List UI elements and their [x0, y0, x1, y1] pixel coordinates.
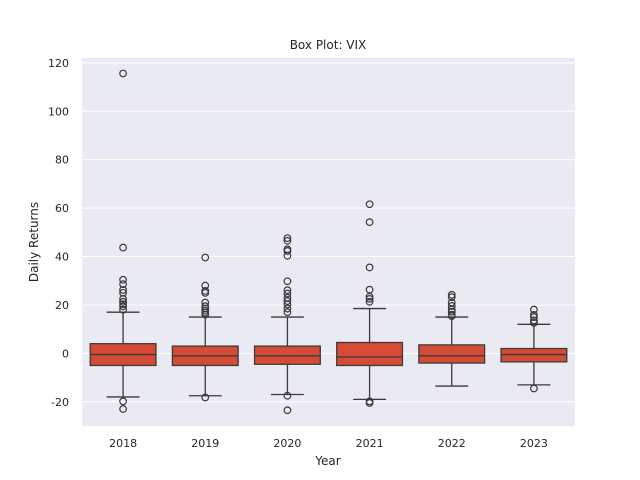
- y-axis-ticks: -20 0 20 40 60 80 100 120: [48, 57, 69, 409]
- outlier-point: [530, 384, 538, 393]
- y-tick-label: 60: [55, 202, 69, 215]
- x-axis-label: Year: [314, 454, 340, 468]
- plot-area: [82, 58, 575, 426]
- y-tick-label: 20: [55, 299, 69, 312]
- outlier-point: [201, 281, 210, 290]
- iqr-box: [418, 344, 486, 364]
- outlier-point: [119, 286, 127, 294]
- outlier-point: [283, 406, 292, 415]
- outlier-point: [283, 236, 292, 245]
- outlier-point: [119, 69, 127, 78]
- outlier-point: [119, 305, 127, 314]
- outlier-point: [447, 302, 456, 310]
- outlier-point: [283, 289, 292, 298]
- outlier-point: [201, 310, 210, 319]
- outlier-point: [530, 316, 538, 325]
- y-tick-label: 80: [55, 154, 69, 167]
- outlier-point: [365, 294, 374, 303]
- box-2019: [171, 253, 239, 402]
- grid-lines: [82, 62, 575, 403]
- outlier-point: [283, 234, 292, 243]
- x-tick-label: 2022: [438, 437, 466, 450]
- outlier-point: [119, 275, 127, 284]
- outlier-point: [283, 286, 292, 295]
- y-tick-label: -20: [51, 396, 69, 409]
- outlier-point: [365, 218, 374, 227]
- outlier-point: [530, 305, 538, 314]
- outlier-point: [119, 297, 127, 306]
- x-tick-label: 2019: [191, 437, 219, 450]
- outlier-point: [365, 297, 374, 306]
- chart-title: Box Plot: VIX: [290, 38, 367, 52]
- outlier-point: [119, 294, 127, 303]
- box-2023: [500, 305, 568, 393]
- outlier-point: [201, 288, 210, 297]
- outlier-point: [283, 308, 292, 317]
- y-tick-label: 120: [48, 57, 69, 70]
- outlier-point: [530, 310, 538, 319]
- boxes: [89, 69, 568, 415]
- outlier-point: [283, 251, 292, 260]
- x-tick-label: 2021: [356, 437, 384, 450]
- outlier-point: [283, 304, 292, 313]
- outlier-point: [365, 263, 374, 272]
- outlier-point: [119, 405, 127, 413]
- outlier-point: [447, 293, 456, 302]
- y-tick-label: 100: [48, 105, 69, 118]
- outlier-point: [447, 307, 456, 316]
- outlier-point: [283, 297, 292, 305]
- outlier-point: [447, 290, 456, 299]
- outlier-point: [283, 391, 292, 400]
- y-tick-label: 0: [62, 347, 69, 360]
- outlier-point: [283, 300, 292, 309]
- x-tick-label: 2020: [273, 437, 301, 450]
- outlier-point: [530, 318, 538, 327]
- outlier-point: [447, 312, 456, 320]
- outlier-point: [201, 253, 210, 262]
- outlier-point: [119, 302, 127, 311]
- outlier-point: [365, 399, 374, 407]
- outlier-point: [365, 200, 374, 209]
- x-tick-label: 2023: [520, 437, 548, 450]
- box-2022: [418, 290, 486, 387]
- outlier-point: [365, 292, 374, 301]
- outlier-point: [119, 300, 127, 309]
- outlier-point: [119, 397, 127, 406]
- x-tick-label: 2018: [109, 437, 137, 450]
- y-axis-label: Daily Returns: [27, 202, 41, 282]
- x-axis-ticks: 2018 2019 2020 2021 2022 2023: [109, 437, 548, 450]
- outlier-point: [283, 277, 292, 286]
- box-2021: [336, 200, 404, 407]
- outlier-point: [283, 247, 292, 255]
- outlier-point: [530, 313, 538, 321]
- outlier-point: [119, 243, 127, 252]
- box-2018: [89, 69, 157, 413]
- outlier-point: [201, 393, 210, 402]
- y-tick-label: 40: [55, 251, 69, 264]
- iqr-box: [336, 341, 404, 367]
- outlier-point: [119, 280, 127, 289]
- box-2020: [253, 234, 321, 415]
